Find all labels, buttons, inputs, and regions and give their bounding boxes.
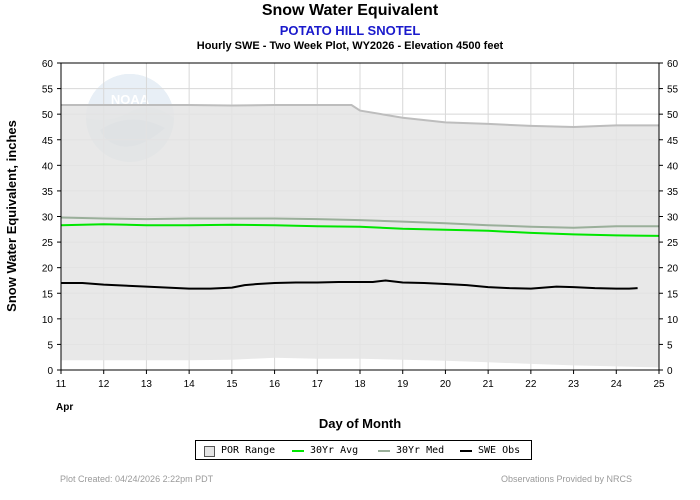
x-tick-label: 25	[653, 379, 665, 390]
y-tick-label-right: 25	[667, 238, 679, 249]
legend-label: SWE Obs	[478, 445, 521, 456]
y-tick-label: 60	[42, 59, 54, 70]
y-tick-label-right: 35	[667, 187, 679, 198]
x-tick-label: 24	[611, 379, 623, 390]
noaa-logo-text: NOAA	[111, 92, 150, 107]
chart-title: Snow Water Equivalent	[261, 2, 439, 19]
y-tick-label: 40	[42, 161, 54, 172]
legend-label: 30Yr Med	[396, 445, 445, 456]
x-axis-label: Day of Month	[319, 416, 401, 431]
y-tick-label-right: 60	[667, 59, 679, 70]
legend-item-30yr-med: 30Yr Med	[378, 444, 444, 458]
x-tick-label: 14	[184, 379, 196, 390]
station-name: POTATO HILL SNOTEL	[279, 23, 421, 38]
30yr-avg-line	[60, 223, 660, 237]
y-tick-label-right: 0	[667, 366, 673, 377]
x-tick-label: 23	[568, 379, 580, 390]
y-tick-label: 20	[42, 264, 54, 275]
y-tick-label: 15	[42, 289, 54, 300]
x-tick-label: 22	[525, 379, 537, 390]
y-tick-label-right: 10	[667, 315, 679, 326]
avg-line-swatch	[292, 450, 304, 452]
y-tick-label-right: 5	[667, 340, 673, 351]
30yr-med-line	[60, 216, 659, 229]
x-tick-label: 19	[397, 379, 409, 390]
y-tick-label: 30	[42, 213, 54, 224]
y-tick-label: 50	[42, 110, 54, 121]
x-tick-label: 21	[483, 379, 495, 390]
swe-obs-line	[61, 279, 638, 290]
y-tick-label: 5	[47, 340, 53, 351]
month-label: Apr	[56, 402, 73, 413]
y-tick-label-right: 15	[667, 289, 679, 300]
y-tick-label: 25	[42, 238, 54, 249]
obs-line-swatch	[460, 450, 472, 452]
por-range-area	[61, 105, 659, 368]
legend-label: POR Range	[221, 445, 276, 456]
y-tick-label: 55	[42, 85, 54, 96]
x-tick-label: 16	[269, 379, 281, 390]
legend-item-30yr-avg: 30Yr Avg	[292, 444, 358, 458]
y-tick-label-right: 55	[667, 85, 679, 96]
x-tick-label: 17	[312, 379, 324, 390]
y-tick-label: 0	[47, 366, 53, 377]
chart-legend: POR Range 30Yr Avg 30Yr Med SWE Obs	[195, 440, 532, 460]
y-tick-label-right: 30	[667, 213, 679, 224]
por-range-swatch	[204, 445, 215, 457]
legend-item-swe-obs: SWE Obs	[460, 444, 520, 458]
y-tick-label-right: 45	[667, 136, 679, 147]
med-line-swatch	[378, 450, 390, 452]
plot-created-note: Plot Created: 04/24/2026 2:22pm PDT	[60, 474, 214, 484]
observations-credit: Observations Provided by NRCS	[500, 474, 632, 484]
y-tick-label: 35	[42, 187, 54, 198]
legend-label: 30Yr Avg	[310, 445, 359, 456]
x-tick-label: 13	[141, 379, 153, 390]
x-tick-label: 11	[56, 379, 67, 390]
y-tick-label: 10	[42, 315, 54, 326]
plot-description: Hourly SWE - Two Week Plot, WY2026 - Ele…	[196, 40, 504, 52]
legend-item-por-range: POR Range	[204, 444, 275, 458]
y-tick-label-right: 50	[667, 110, 679, 121]
y-tick-label: 45	[42, 136, 54, 147]
x-tick-label: 12	[98, 379, 110, 390]
por-upper-edge	[61, 104, 659, 129]
y-tick-label-right: 40	[667, 161, 679, 172]
y-axis-label: Snow Water Equivalent, inches	[4, 120, 19, 312]
x-tick-label: 18	[354, 379, 366, 390]
x-tick-label: 15	[226, 379, 238, 390]
y-tick-label-right: 20	[667, 264, 679, 275]
x-tick-label: 20	[440, 379, 452, 390]
